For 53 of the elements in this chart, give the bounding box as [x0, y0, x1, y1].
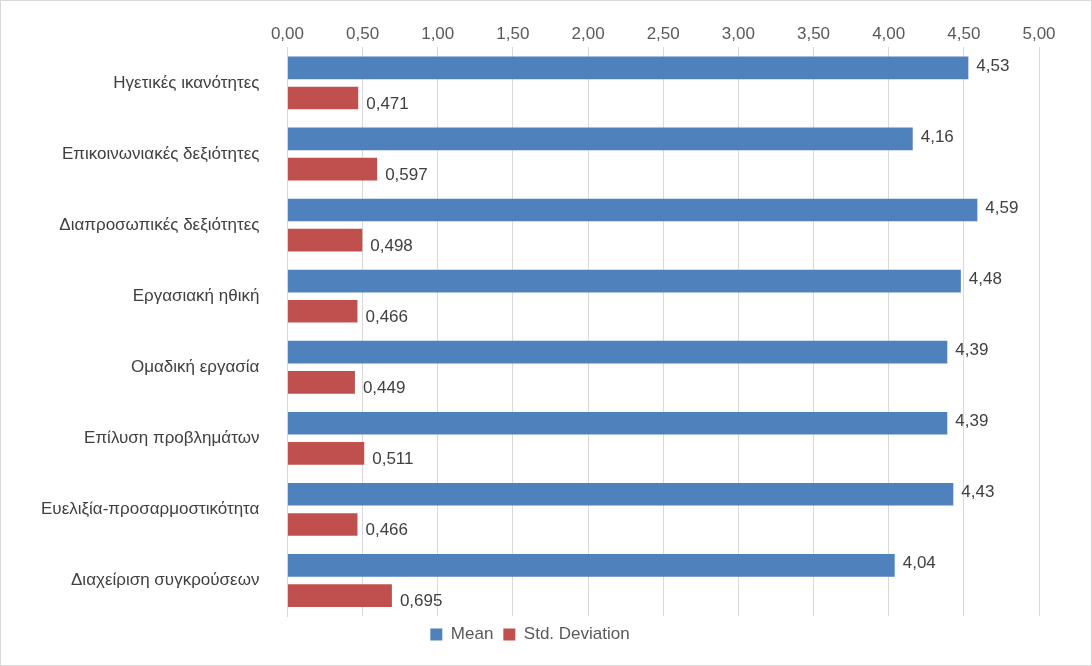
data-label: 4,59 [985, 197, 1019, 217]
bar [287, 198, 978, 222]
bar [287, 554, 895, 577]
x-tick-label: 4,50 [947, 23, 981, 43]
legend-label: Mean [450, 624, 494, 644]
bar [287, 269, 961, 293]
x-tick-label: 2,00 [571, 23, 605, 43]
y-tick-label: Ομαδική εργασία [130, 356, 260, 376]
bar [287, 442, 365, 465]
data-label: 0,471 [366, 93, 409, 113]
data-label: 4,39 [955, 410, 989, 430]
legend-label: Std. Deviation [523, 624, 630, 644]
bar [287, 127, 913, 151]
data-label: 4,04 [902, 553, 936, 573]
x-tick-label: 4,00 [872, 23, 906, 43]
data-label: 4,48 [968, 268, 1002, 288]
x-tick-label: 1,50 [496, 23, 530, 43]
y-tick-label: Επίλυση προβλημάτων [84, 428, 260, 447]
y-tick-label: Ευελιξία-προσαρμοστικότητα [40, 499, 260, 519]
x-tick-label: 3,00 [721, 23, 755, 43]
data-label: 0,466 [365, 520, 409, 540]
bar [287, 157, 378, 181]
data-label: 0,449 [362, 378, 406, 398]
y-tick-label: Διαπροσωπικές δεξιότητες [59, 214, 260, 234]
bar [287, 513, 358, 536]
data-label: 4,43 [961, 481, 995, 501]
bar [287, 299, 358, 323]
data-label: 4,39 [955, 339, 989, 359]
data-label: 0,597 [385, 164, 428, 184]
y-tick-label: Ηγετικές ικανότητες [113, 72, 260, 92]
y-tick-label: Επικοινωνιακές δεξιότητες [61, 143, 260, 163]
x-tick-label: 1,00 [421, 23, 455, 43]
data-label: 0,695 [399, 591, 443, 611]
data-label: 0,498 [370, 235, 413, 255]
data-label: 0,511 [372, 449, 414, 469]
x-tick-label: 2,50 [646, 23, 680, 43]
bar [287, 228, 363, 252]
x-tick-label: 3,50 [796, 23, 831, 43]
x-tick-label: 0,00 [270, 23, 304, 43]
bar [287, 86, 359, 110]
bar [287, 340, 948, 364]
bar [287, 371, 355, 394]
bar [287, 56, 969, 80]
data-label: 4,16 [920, 126, 954, 146]
bar [287, 411, 948, 435]
x-tick-label: 0,50 [346, 23, 380, 43]
data-label: 4,53 [976, 55, 1010, 75]
data-label: 0,466 [365, 306, 409, 326]
bar [287, 482, 954, 506]
y-tick-label: Διαχείριση συγκρούσεων [71, 570, 260, 590]
x-tick-label: 5,00 [1022, 23, 1056, 43]
bar [287, 584, 392, 607]
y-tick-label: Εργασιακή ηθική [132, 285, 260, 305]
